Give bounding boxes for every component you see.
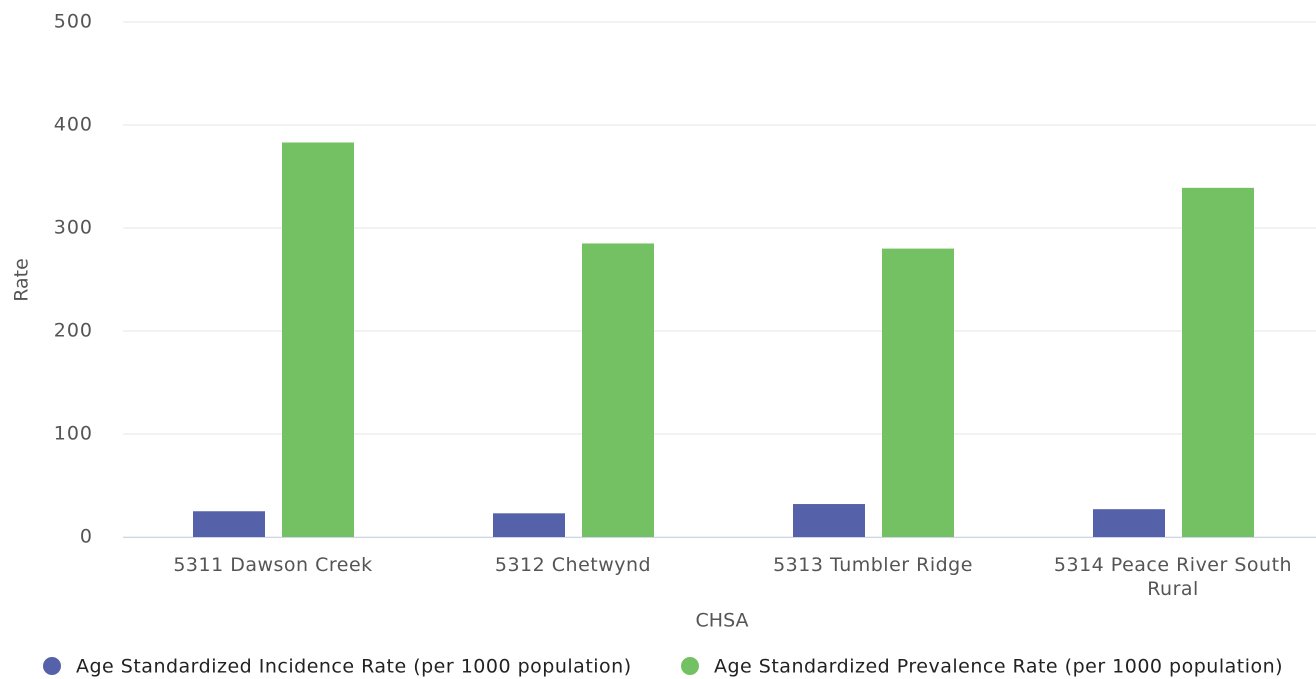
y-tick-label: 100 (54, 423, 93, 445)
bar (493, 513, 565, 537)
bar (882, 248, 954, 537)
legend-label: Age Standardized Incidence Rate (per 100… (76, 656, 632, 678)
bar (193, 511, 265, 537)
bar (582, 243, 654, 537)
bar (1093, 509, 1165, 537)
legend-marker (43, 657, 61, 675)
bar (282, 142, 354, 537)
y-tick-label: 400 (54, 114, 93, 136)
x-axis-title: CHSA (696, 610, 749, 632)
x-tick-label: 5313 Tumbler Ridge (773, 554, 973, 576)
y-tick-label: 300 (54, 217, 93, 239)
x-tick-label: 5314 Peace River South Rural (1053, 554, 1293, 600)
y-tick-label: 0 (80, 526, 93, 548)
y-axis-title: Rate (11, 258, 33, 302)
bar (1182, 187, 1254, 537)
x-tick-label: 5312 Chetwynd (494, 554, 652, 576)
y-tick-label: 200 (54, 320, 93, 342)
y-tick-label: 500 (54, 11, 93, 33)
x-tick-label: 5311 Dawson Creek (173, 554, 373, 576)
legend-marker (681, 657, 699, 675)
legend-label: Age Standardized Prevalence Rate (per 10… (714, 656, 1283, 678)
bar (793, 504, 865, 537)
